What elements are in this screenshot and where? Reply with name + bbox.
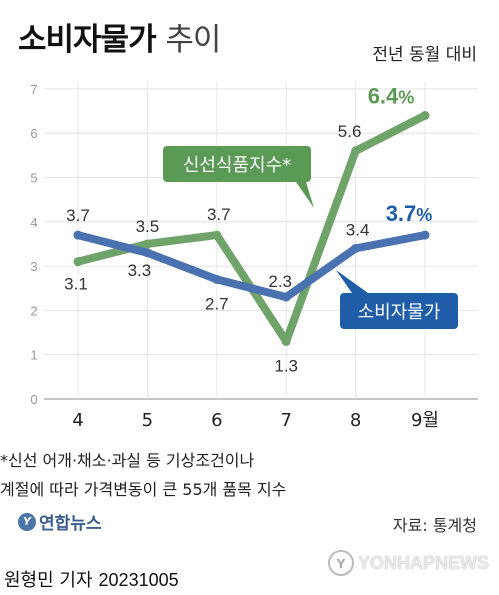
cpi-data-label: 3.7% [386,201,433,226]
byline: 원형민 기자 20231005 [4,566,179,592]
cpi-series-line [74,231,429,302]
y-tick-label: 2 [30,303,37,318]
cpi-point [281,292,291,302]
cpi-point [73,230,83,240]
watermark-text: YONHAPNEWS [357,552,489,573]
publish-date: 20231005 [98,570,179,590]
fresh-food-data-label: 3.7 [207,205,231,224]
x-tick-label: 9월 [411,410,439,431]
fresh-food-point [351,146,361,156]
y-tick-label: 6 [30,126,37,141]
fresh-food-data-label: 5.6 [338,122,362,141]
cpi-data-label: 2.7 [205,294,229,313]
y-tick-label: 0 [30,392,37,407]
fresh-food-point [142,239,152,249]
fresh-food-callout-box [163,146,311,182]
title-sub: 추이 [165,22,221,58]
chart-title: 소비자물가 추이 [18,14,221,59]
source-label: 자료: 통계청 [392,516,477,535]
fresh-food-data-label: 6.4% [368,83,415,108]
x-tick-label: 4 [72,410,83,431]
x-tick-label: 7 [280,410,291,431]
cpi-data-label: 3.4 [346,220,370,239]
cpi-data-label: 2.3 [268,272,292,291]
y-tick-label: 1 [30,348,37,363]
y-tick-label: 3 [30,259,37,274]
fresh-food-callout-pointer [296,182,314,208]
title-main: 소비자물가 [18,22,157,58]
cpi-point [420,230,430,240]
x-tick-label: 5 [142,410,153,431]
cpi-callout-pointer [336,270,368,293]
fresh-food-point [281,336,291,346]
y-tick-label: 5 [30,171,37,186]
fresh-food-data-label: 3.5 [136,217,160,236]
line-chart: 0 1 2 3 4 5 6 7 4 5 6 7 8 9월 3.7 3.3 2.7 2.3 3.4 3.7% 3.1 3.5… [30,82,478,431]
cpi-series-name: 소비자물가 [358,302,441,323]
fresh-food-point [212,230,222,240]
yonhap-logo-icon: Y [18,512,36,531]
y-tick-label: 7 [30,82,37,97]
watermark: Y YONHAPNEWS [327,550,489,576]
unit-label: 전년 동월 대비 [372,45,477,65]
cpi-point [212,274,222,284]
fresh-food-series-name: 신선식품지수* [183,155,291,176]
cpi-callout-box [340,293,458,329]
cpi-data-label: 3.3 [128,261,152,280]
fresh-food-data-label: 3.1 [64,275,88,294]
cpi-point [351,243,361,253]
cpi-point [142,248,152,258]
x-tick-label: 6 [211,410,222,431]
yonhap-logo: Y 연합뉴스 [18,509,102,534]
logo-text: 연합뉴스 [39,514,102,534]
y-tick-label: 4 [30,215,37,230]
x-tick-label: 8 [350,410,361,431]
fresh-food-point [73,257,83,267]
footnote-line-2: 계절에 따라 가격변동이 큰 55개 품목 지수 [0,480,287,499]
footnote-line-1: *신선 어개·채소·과실 등 기상조건이나 [0,451,255,470]
fresh-food-point [420,110,430,120]
cpi-data-label: 3.7 [66,206,90,225]
watermark-icon: Y [327,550,354,576]
infographic-card: 소비자물가 추이 전년 동월 대비 0 1 2 3 4 5 6 7 4 5 6 7 8 9월 3.7 3.3 2… [0,14,478,535]
fresh-food-data-label: 1.3 [274,356,298,375]
reporter-name: 원형민 기자 [4,570,93,591]
